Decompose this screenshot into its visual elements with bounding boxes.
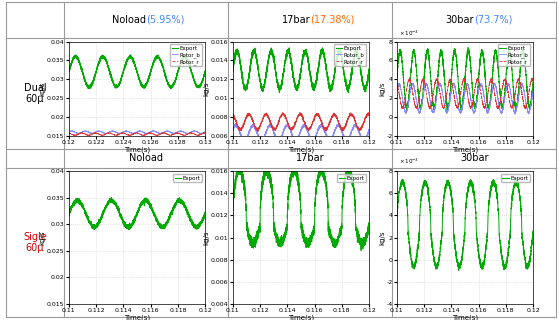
X-axis label: Time(s): Time(s) <box>288 147 314 153</box>
Legend: Export, Rotor_b, Rotor_r: Export, Rotor_b, Rotor_r <box>334 44 366 66</box>
Text: (17.38%): (17.38%) <box>310 15 354 25</box>
Legend: Export: Export <box>501 174 530 182</box>
Text: 17bar: 17bar <box>282 15 310 25</box>
X-axis label: Time(s): Time(s) <box>452 315 478 320</box>
Text: Sigle
60μ: Sigle 60μ <box>23 232 47 253</box>
Text: $\times\,10^{-3}$: $\times\,10^{-3}$ <box>400 28 419 38</box>
Legend: Export, Rotor_b, Rotor_r: Export, Rotor_b, Rotor_r <box>170 44 202 66</box>
Y-axis label: kg/s: kg/s <box>203 82 210 96</box>
Text: 30bar: 30bar <box>446 15 474 25</box>
X-axis label: Time(s): Time(s) <box>124 147 150 153</box>
Y-axis label: kg/s: kg/s <box>40 82 46 96</box>
Y-axis label: kg/s: kg/s <box>40 230 46 245</box>
Y-axis label: kg/s: kg/s <box>379 82 385 96</box>
Text: 30bar: 30bar <box>460 153 489 164</box>
Text: $\times\,10^{-3}$: $\times\,10^{-3}$ <box>400 156 419 166</box>
Y-axis label: kg/s: kg/s <box>203 230 210 245</box>
X-axis label: Time(s): Time(s) <box>124 315 150 320</box>
X-axis label: Time(s): Time(s) <box>288 315 314 320</box>
Y-axis label: kg/s: kg/s <box>379 230 385 245</box>
Text: Noload: Noload <box>129 153 163 164</box>
Text: Dual
60μ: Dual 60μ <box>23 83 46 104</box>
Legend: Export: Export <box>173 174 202 182</box>
X-axis label: Time(s): Time(s) <box>452 147 478 153</box>
Legend: Export: Export <box>337 174 366 182</box>
Text: (73.7%): (73.7%) <box>474 15 513 25</box>
Text: Noload: Noload <box>112 15 146 25</box>
Text: (5.95%): (5.95%) <box>146 15 184 25</box>
Legend: Export, Rotor_b, Rotor_r: Export, Rotor_b, Rotor_r <box>498 44 530 66</box>
Text: 17bar: 17bar <box>296 153 325 164</box>
